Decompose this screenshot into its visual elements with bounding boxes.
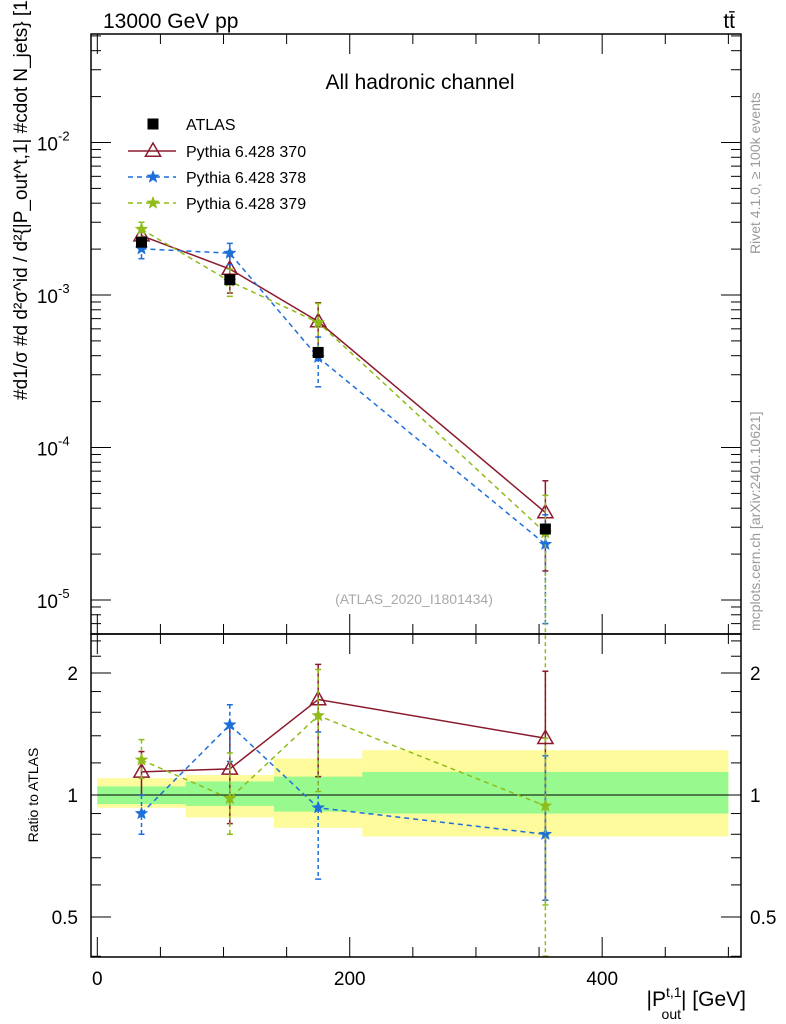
legend-label-pythia-6-428-378: Pythia 6.428 378 (186, 170, 306, 187)
ratio-point-pythia-6-428-378 (134, 806, 149, 820)
legend: ATLAS Pythia 6.428 370 Pythia 6.428 378 Pyt… (128, 117, 306, 213)
legend-marker-pythia-6-428-370 (144, 141, 162, 157)
ratio-y-tick-label: 2 (67, 664, 78, 685)
ratio-y-tick-label-right: 0.5 (750, 908, 776, 929)
series-line-pythia-6-428-379 (141, 228, 546, 534)
y-tick-label: 10 (37, 440, 58, 461)
legend-marker-atlas (147, 118, 159, 130)
legend-marker-pythia-6-428-378 (146, 169, 160, 183)
point-pythia-6-428-379 (134, 221, 149, 236)
y-tick-label: 10 (37, 287, 58, 308)
ratio-bands (91, 750, 741, 837)
ratio-point-pythia-6-428-379 (223, 791, 237, 805)
x-tick-label: 200 (334, 969, 366, 990)
chart-title: All hadronic channel (325, 71, 514, 94)
ratio-series-layer (132, 663, 555, 958)
ratio-point-pythia-6-428-370 (536, 728, 555, 745)
ratio-line-pythia-6-428-370 (141, 698, 546, 773)
y-tick-exponent: -2 (58, 129, 70, 144)
ratio-point-pythia-6-428-378 (223, 717, 237, 731)
y-axis-label-text: #d1/σ #d d²σ^id / d²{|P_out^t,1| #cdot N… (11, 0, 32, 400)
y-axis-label: #d1/σ #d d²σ^id / d²{|P_out^t,1| #cdot N… (11, 0, 32, 400)
ratio-axes: 0.5 0.5 1 1 2 2 0 200 400 (52, 634, 776, 990)
ratio-point-pythia-6-428-379 (311, 708, 326, 722)
point-atlas (135, 236, 147, 248)
ratio-line-pythia-6-428-379 (141, 714, 546, 807)
x-axis-label: |Pt,1 out| [GeV] (647, 984, 747, 1022)
ratio-y-label: Ratio to ATLAS (25, 748, 41, 843)
point-atlas (224, 274, 236, 286)
main-axes: 10-510-410-310-2 (37, 34, 741, 635)
y-tick-exponent: -4 (58, 434, 70, 449)
ratio-line-pythia-6-428-378 (140, 723, 546, 836)
x-tick-label: 0 (92, 969, 103, 990)
point-atlas (539, 523, 551, 535)
ratio-point-pythia-6-428-379 (134, 752, 149, 766)
energy-label: 13000 GeV pp (103, 10, 238, 33)
x-tick-label: 400 (586, 969, 618, 990)
legend-label-pythia-6-428-379: Pythia 6.428 379 (186, 196, 306, 213)
point-pythia-6-428-379 (311, 315, 326, 329)
process-label: tt̄ (723, 10, 735, 33)
y-tick-label: 10 (37, 135, 58, 156)
legend-label-atlas: ATLAS (186, 117, 236, 134)
ratio-y-tick-label: 0.5 (52, 908, 78, 929)
ratio-point-pythia-6-428-379 (538, 798, 553, 812)
y-tick-exponent: -5 (58, 586, 70, 601)
ratio-point-pythia-6-428-378 (311, 800, 326, 814)
series-line-pythia-6-428-378 (141, 248, 546, 545)
analysis-id: (ATLAS_2020_I1801434) (335, 591, 493, 607)
legend-label-pythia-6-428-370: Pythia 6.428 370 (186, 144, 306, 161)
series-line-pythia-6-428-370 (141, 234, 546, 514)
y-tick-exponent: -3 (58, 281, 70, 296)
point-atlas (312, 346, 324, 358)
legend-marker-pythia-6-428-379 (146, 195, 160, 209)
mcplots-label: mcplots.cern.ch [arXiv:2401.10621] (747, 412, 763, 631)
ratio-y-tick-label-right: 2 (750, 664, 761, 685)
rivet-label: Rivet 4.1.0, ≥ 100k events (747, 92, 763, 254)
ratio-y-tick-label-right: 1 (750, 786, 761, 807)
y-tick-label: 10 (37, 592, 58, 613)
ratio-y-tick-label: 1 (67, 786, 78, 807)
point-pythia-6-428-378 (223, 245, 237, 259)
